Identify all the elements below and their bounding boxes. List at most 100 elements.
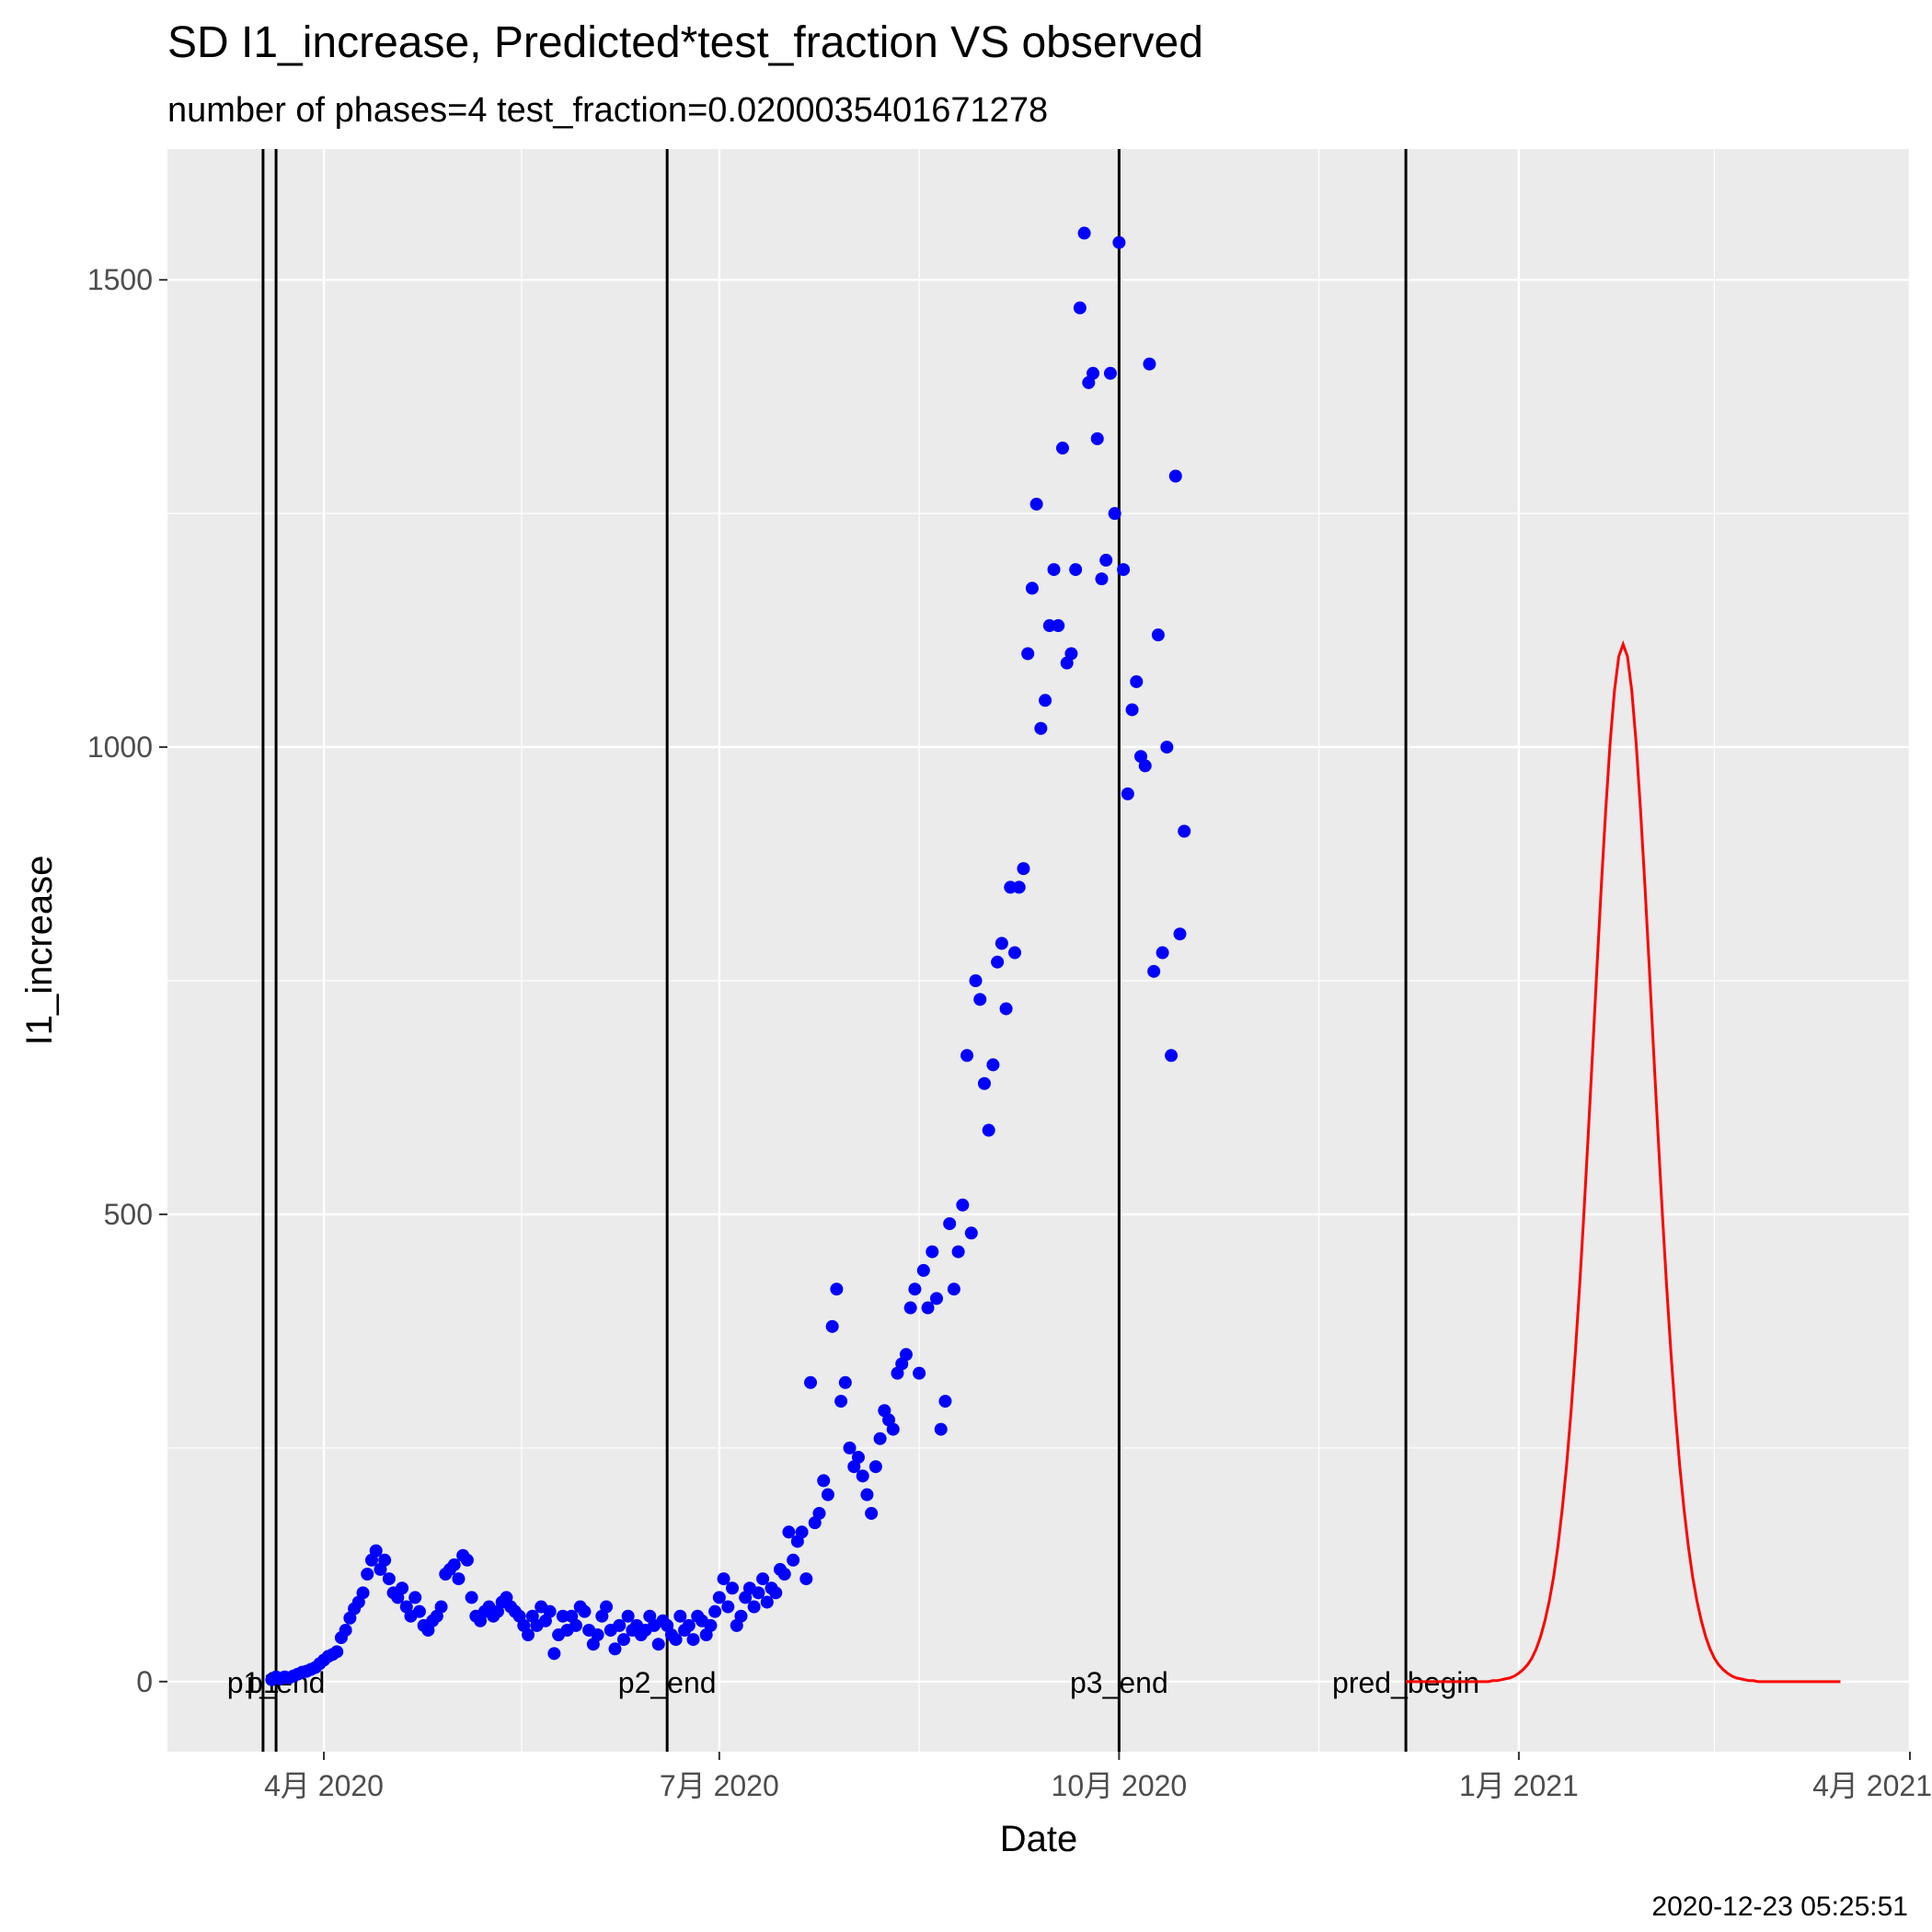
observed-point — [1130, 674, 1144, 688]
observed-point — [1055, 442, 1069, 455]
predicted-line — [1406, 639, 1841, 1684]
observed-point — [569, 1618, 582, 1632]
observed-point — [682, 1618, 696, 1632]
observed-point — [447, 1558, 461, 1571]
observed-point — [982, 1123, 995, 1137]
observed-point — [382, 1572, 396, 1586]
observed-point — [821, 1488, 834, 1501]
observed-point — [969, 974, 983, 988]
observed-point — [361, 1568, 374, 1581]
observed-point — [760, 1595, 774, 1609]
observed-point — [1012, 880, 1026, 894]
observed-point — [908, 1282, 922, 1296]
observed-point — [1090, 431, 1104, 445]
observed-point — [747, 1600, 761, 1614]
observed-point — [991, 955, 1005, 969]
observed-point — [608, 1642, 622, 1656]
observed-point — [616, 1633, 630, 1647]
observed-point — [756, 1572, 770, 1586]
observed-point — [1138, 759, 1152, 773]
observed-point — [1147, 964, 1161, 978]
x-tick-label: 10月 2020 — [1052, 1769, 1188, 1802]
observed-point — [817, 1474, 831, 1488]
observed-point — [721, 1600, 735, 1614]
observed-point — [1021, 647, 1035, 661]
observed-point — [726, 1581, 740, 1595]
observed-point — [1047, 563, 1061, 577]
observed-point — [712, 1591, 726, 1604]
x-axis-title: Date — [1000, 1819, 1078, 1859]
observed-point — [977, 1076, 991, 1090]
observed-point — [452, 1572, 466, 1586]
observed-point — [830, 1282, 844, 1296]
observed-point — [651, 1638, 665, 1651]
observed-point — [704, 1618, 718, 1632]
observed-point — [865, 1506, 879, 1520]
observed-point — [812, 1506, 826, 1520]
observed-point — [465, 1591, 478, 1604]
observed-point — [1103, 366, 1117, 380]
y-axis-title: I1_increase — [19, 856, 60, 1046]
observed-point — [578, 1604, 592, 1618]
observed-point — [777, 1568, 791, 1581]
observed-point — [591, 1628, 604, 1642]
observed-point — [964, 1226, 978, 1240]
observed-point — [330, 1645, 344, 1659]
y-tick-label: 1000 — [87, 730, 153, 764]
observed-point — [543, 1604, 557, 1618]
observed-point — [356, 1586, 370, 1600]
observed-point — [621, 1609, 635, 1623]
observed-point — [434, 1600, 448, 1614]
observed-point — [686, 1633, 700, 1647]
observed-point — [1168, 469, 1182, 483]
y-tick-label: 500 — [104, 1198, 153, 1231]
timestamp-caption: 2020-12-23 05:25:51 — [1651, 1892, 1908, 1922]
observed-point — [999, 1002, 1013, 1016]
observed-point — [860, 1488, 874, 1501]
observed-point — [1151, 628, 1165, 642]
observed-point — [916, 1263, 930, 1277]
observed-point — [1156, 946, 1169, 960]
observed-point — [856, 1469, 869, 1483]
observed-point — [834, 1395, 848, 1409]
observed-point — [547, 1647, 561, 1661]
observed-point — [873, 1432, 887, 1445]
observed-point — [1099, 553, 1113, 567]
observed-point — [412, 1604, 426, 1618]
plot-panel — [167, 149, 1910, 1752]
observed-point — [1143, 357, 1156, 371]
y-tick-label: 1500 — [87, 263, 153, 296]
observed-point — [1165, 1049, 1179, 1063]
x-tick-label: 7月 2020 — [660, 1769, 779, 1802]
observed-point — [673, 1609, 687, 1623]
observed-point — [782, 1525, 796, 1539]
observed-point — [930, 1292, 944, 1305]
observed-point — [1069, 563, 1083, 577]
observed-point — [1173, 927, 1187, 941]
observed-point — [1125, 703, 1139, 717]
observed-point — [460, 1553, 474, 1567]
x-axis-ticks: 4月 2020 7月 2020 10月 2020 1月 2021 4月 2021 — [264, 1752, 1932, 1802]
observed-point — [339, 1623, 352, 1637]
observed-point — [1087, 366, 1100, 380]
observed-point — [522, 1628, 535, 1642]
observed-point — [956, 1198, 970, 1212]
x-tick-label: 4月 2020 — [264, 1769, 384, 1802]
x-tick-label: 4月 2021 — [1812, 1769, 1932, 1802]
observed-point — [943, 1217, 957, 1231]
observed-point — [926, 1245, 939, 1259]
observed-point — [369, 1544, 383, 1558]
observed-point — [1095, 572, 1109, 586]
y-tick-label: 0 — [136, 1665, 153, 1698]
observed-point — [804, 1375, 818, 1389]
observed-point — [1121, 787, 1134, 800]
observed-point — [787, 1553, 800, 1567]
observed-point — [799, 1572, 813, 1586]
observed-point — [1178, 824, 1191, 838]
observed-point — [1029, 497, 1043, 511]
observed-point — [769, 1586, 783, 1600]
observed-point — [1025, 581, 1039, 595]
observed-point — [1039, 694, 1052, 707]
